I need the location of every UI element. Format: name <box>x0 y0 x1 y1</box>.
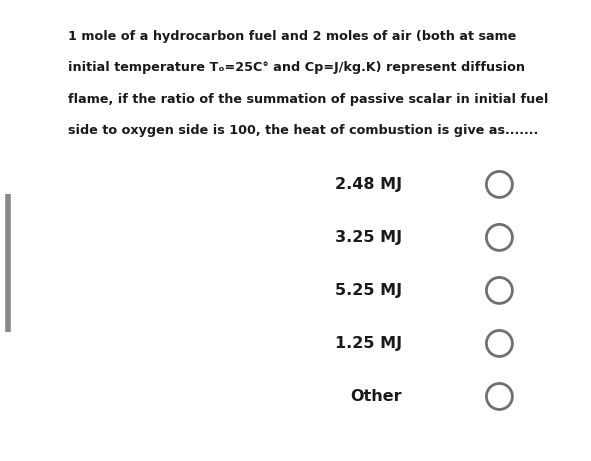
Text: initial temperature Tₒ=25C° and Cp=J/kg.K) represent diffusion: initial temperature Tₒ=25C° and Cp=J/kg.… <box>68 61 525 74</box>
Text: 1 mole of a hydrocarbon fuel and 2 moles of air (both at same: 1 mole of a hydrocarbon fuel and 2 moles… <box>68 30 517 43</box>
Text: Other: Other <box>350 389 402 404</box>
Text: 3.25 MJ: 3.25 MJ <box>335 230 402 245</box>
Text: flame, if the ratio of the summation of passive scalar in initial fuel: flame, if the ratio of the summation of … <box>68 93 548 106</box>
Text: 1.25 MJ: 1.25 MJ <box>335 336 402 351</box>
Text: 2.48 MJ: 2.48 MJ <box>335 177 402 192</box>
Text: side to oxygen side is 100, the heat of combustion is give as.......: side to oxygen side is 100, the heat of … <box>68 124 538 137</box>
Text: 5.25 MJ: 5.25 MJ <box>335 283 402 298</box>
